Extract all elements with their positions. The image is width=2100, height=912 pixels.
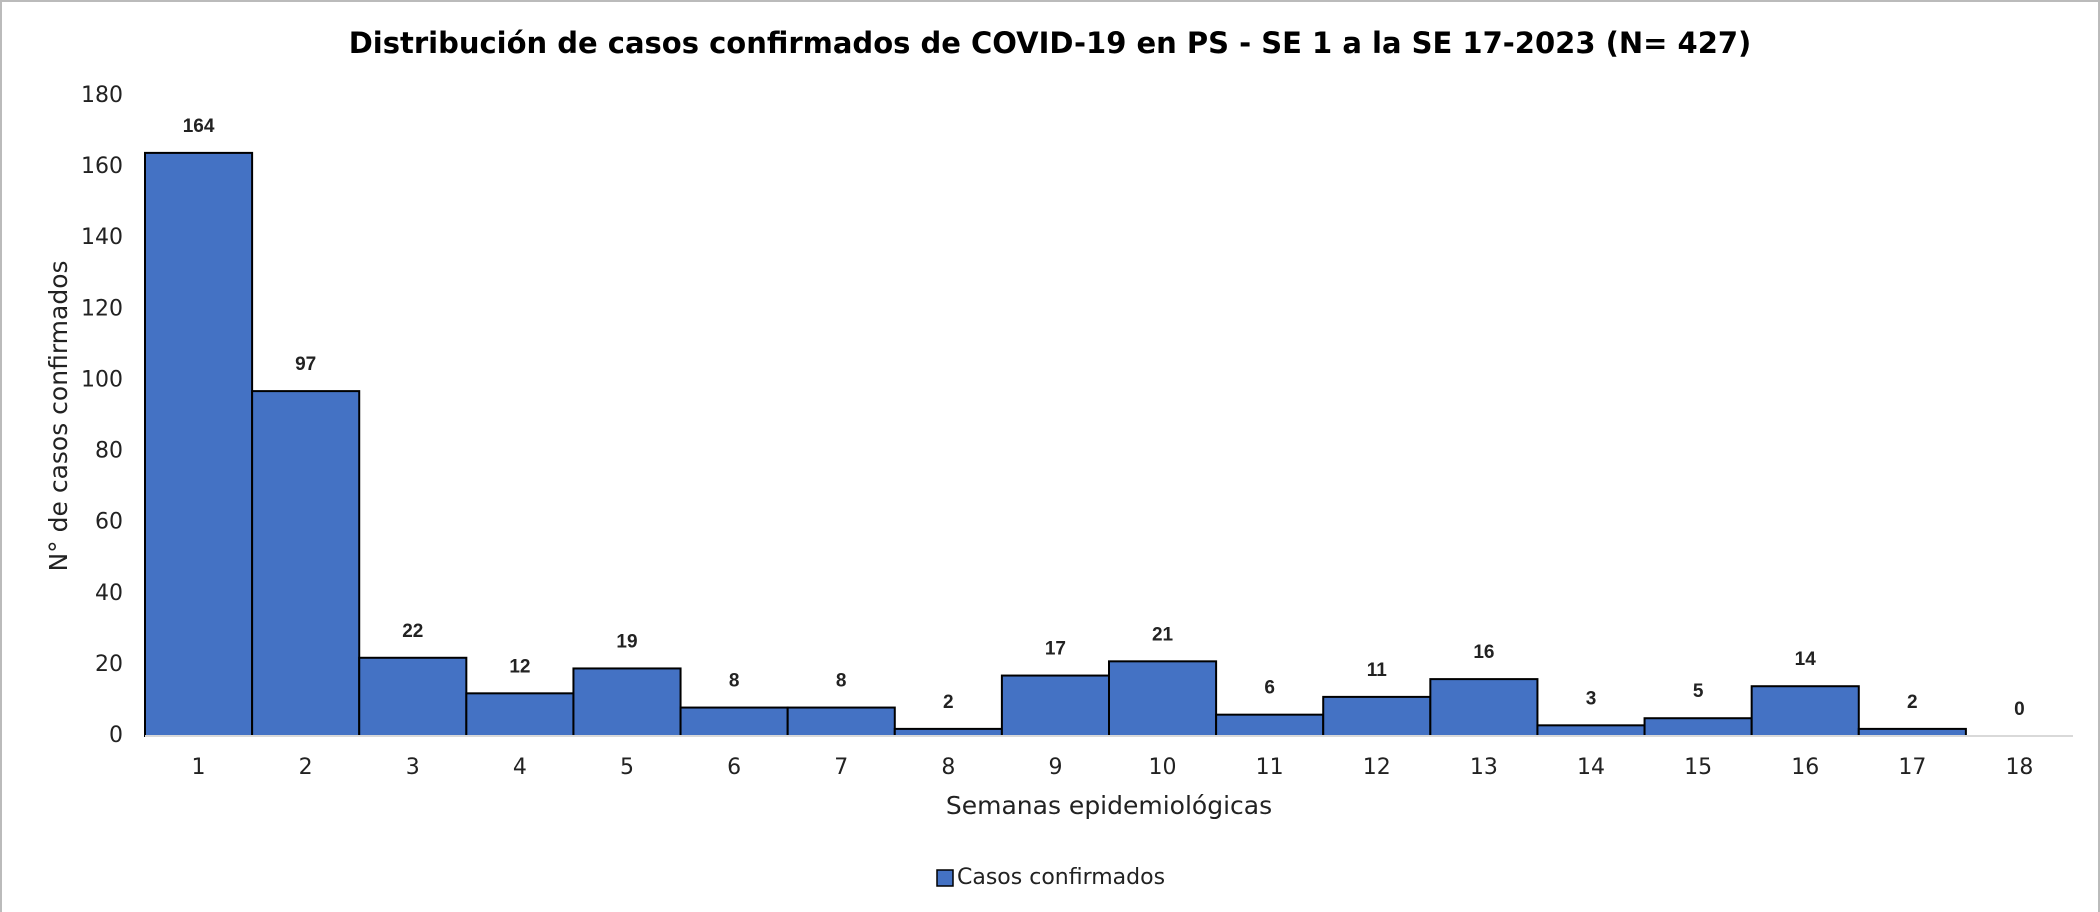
- data-label: 2: [1907, 692, 1918, 713]
- bar: [358, 656, 468, 737]
- x-tick-label: 7: [834, 755, 848, 780]
- bar: [1215, 713, 1325, 738]
- bar: [251, 390, 361, 737]
- data-label: 2: [943, 692, 954, 713]
- bar: [1429, 678, 1539, 737]
- y-tick-label: 120: [81, 296, 123, 321]
- data-label: 3: [1586, 688, 1597, 709]
- bar: [786, 706, 896, 737]
- y-tick-label: 0: [109, 723, 123, 748]
- data-label: 17: [1045, 639, 1066, 660]
- bar: [893, 727, 1003, 738]
- data-label: 6: [1264, 678, 1275, 699]
- y-tick-label: 80: [95, 439, 123, 464]
- chart-title: Distribución de casos confirmados de COV…: [349, 26, 1752, 60]
- data-label: 22: [402, 621, 423, 642]
- data-label: 21: [1152, 624, 1174, 645]
- x-tick-label: 4: [513, 755, 527, 780]
- legend-label: Casos confirmados: [957, 865, 1165, 890]
- x-tick-label: 12: [1363, 755, 1391, 780]
- data-label: 0: [2014, 699, 2025, 720]
- x-tick-label: 11: [1256, 755, 1284, 780]
- x-tick-label: 14: [1577, 755, 1605, 780]
- y-tick-label: 180: [81, 83, 123, 108]
- y-tick-label: 20: [95, 652, 123, 677]
- data-label: 8: [836, 671, 847, 692]
- bar: [1322, 695, 1432, 738]
- bar: [1857, 727, 1967, 738]
- bar: [679, 706, 789, 737]
- y-tick-label: 160: [81, 154, 123, 179]
- x-tick-label: 3: [406, 755, 420, 780]
- bar: [572, 667, 682, 738]
- x-tick-label: 10: [1149, 755, 1177, 780]
- y-tick-label: 100: [81, 367, 123, 392]
- x-tick-label: 9: [1048, 755, 1062, 780]
- x-tick-label: 18: [2005, 755, 2033, 780]
- y-tick-label: 40: [95, 581, 123, 606]
- bar: [1000, 674, 1111, 737]
- bar: [1643, 717, 1753, 738]
- bar: [1750, 685, 1860, 738]
- data-label: 5: [1693, 681, 1704, 702]
- bar: [144, 151, 254, 737]
- y-axis-title: N° de casos confirmados: [44, 260, 73, 571]
- x-axis-title: Semanas epidemiológicas: [946, 791, 1272, 820]
- y-tick-label: 140: [81, 225, 123, 250]
- data-label: 19: [616, 631, 637, 652]
- data-label: 14: [1795, 649, 1817, 670]
- data-label: 97: [295, 354, 316, 375]
- data-label: 11: [1367, 660, 1388, 681]
- bar: [465, 692, 575, 737]
- x-tick-label: 15: [1684, 755, 1712, 780]
- x-tick-label: 5: [620, 755, 634, 780]
- x-tick-label: 17: [1898, 755, 1926, 780]
- data-label: 164: [183, 116, 215, 137]
- bar: [1536, 724, 1646, 737]
- x-tick-label: 1: [192, 755, 206, 780]
- x-tick-label: 13: [1470, 755, 1498, 780]
- data-label: 8: [729, 671, 740, 692]
- x-tick-label: 2: [299, 755, 313, 780]
- data-label: 12: [509, 656, 530, 677]
- x-tick-label: 6: [727, 755, 741, 780]
- x-tick-label: 8: [941, 755, 955, 780]
- bar: [1108, 660, 1218, 737]
- y-tick-label: 60: [95, 510, 123, 535]
- x-tick-label: 16: [1791, 755, 1819, 780]
- legend-swatch: [936, 869, 954, 887]
- data-label: 16: [1473, 642, 1494, 663]
